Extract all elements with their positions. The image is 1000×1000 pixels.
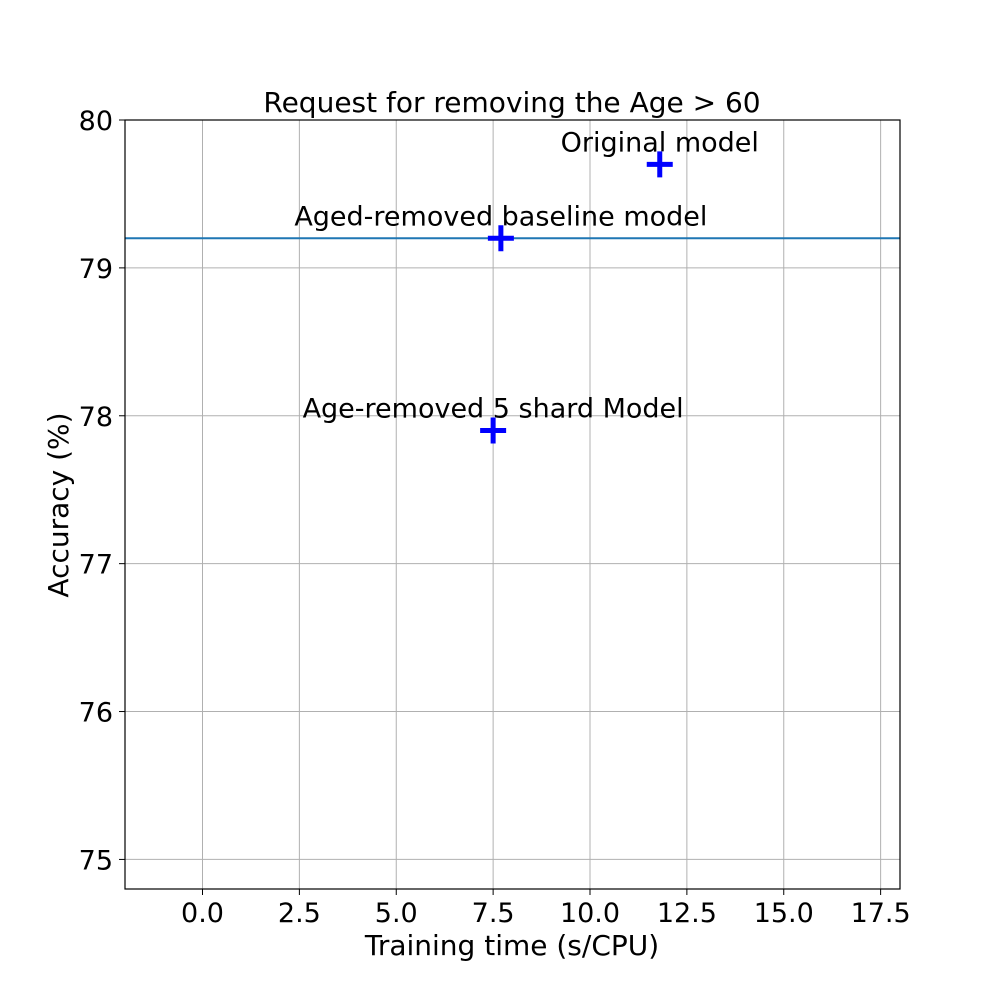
x-tick-label: 12.5 [657, 898, 717, 929]
y-tick-label: 80 [79, 106, 113, 137]
x-tick-label: 17.5 [851, 898, 911, 929]
x-tick-label: 10.0 [560, 898, 620, 929]
plus-marker [646, 151, 673, 178]
y-tick-label: 77 [79, 550, 113, 581]
data-point: Original model [561, 127, 759, 178]
point-annotation: Age-removed 5 shard Model [303, 394, 684, 425]
grid-lines [125, 119, 900, 889]
x-tick-label: 2.5 [278, 898, 321, 929]
y-tick-label: 78 [79, 402, 113, 433]
x-axis-ticks: 0.0 2.5 5.0 7.5 10.0 12.5 15.0 17.5 [181, 889, 911, 929]
y-axis-ticks: 75 76 77 78 79 80 [79, 106, 125, 876]
x-axis-label: Training time (s/CPU) [364, 929, 659, 962]
data-point: Aged-removed baseline model [294, 201, 707, 252]
plus-marker [480, 417, 507, 444]
y-tick-label: 79 [79, 254, 113, 285]
y-tick-label: 75 [79, 845, 113, 876]
x-tick-label: 15.0 [754, 898, 814, 929]
point-annotation: Aged-removed baseline model [294, 201, 707, 232]
data-point: Age-removed 5 shard Model [303, 394, 684, 444]
x-tick-label: 5.0 [375, 898, 418, 929]
y-tick-label: 76 [79, 698, 113, 729]
point-annotation: Original model [561, 127, 759, 158]
chart-title: Request for removing the Age > 60 [263, 86, 760, 119]
plus-marker [487, 225, 514, 252]
x-tick-label: 7.5 [472, 898, 515, 929]
plot-area-frame [124, 119, 901, 890]
y-axis-label: Accuracy (%) [42, 412, 75, 597]
data-points: Original model Aged-removed baseline mode… [294, 127, 759, 444]
x-tick-label: 0.0 [181, 898, 224, 929]
